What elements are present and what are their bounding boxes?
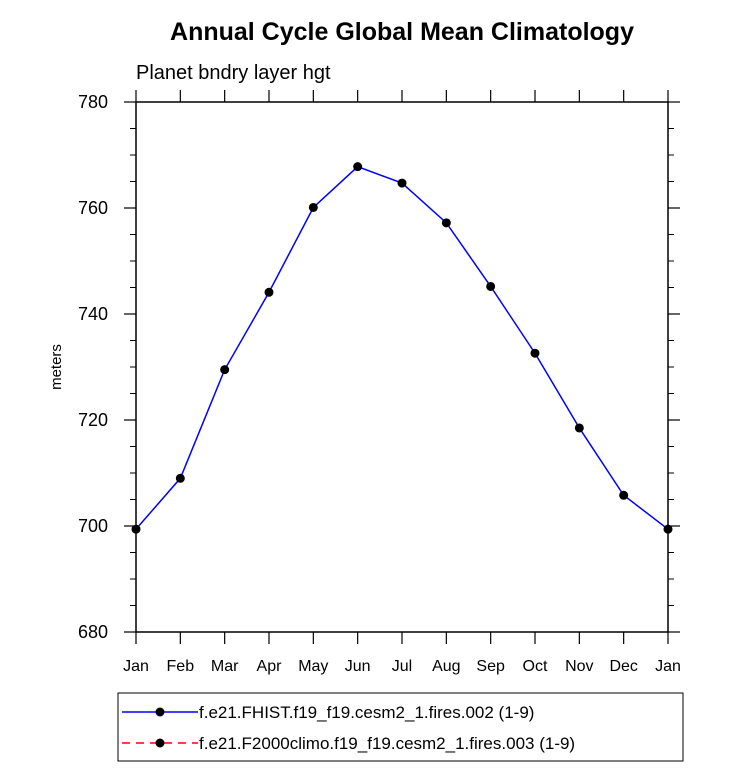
x-tick-label: Feb <box>167 658 195 675</box>
x-tick-label: Sep <box>476 658 505 675</box>
y-axis-title: meters <box>48 344 65 390</box>
data-point <box>397 178 407 188</box>
x-tick-label: Jan <box>655 658 681 675</box>
x-tick-label: Mar <box>211 658 239 675</box>
minor-ticks <box>130 128 674 606</box>
chart-subtitle: Planet bndry layer hgt <box>136 62 331 84</box>
x-tick-label: Apr <box>257 658 283 675</box>
data-point <box>264 287 274 297</box>
legend-label-0: f.e21.FHIST.f19_f19.cesm2_1.fires.002 (1… <box>199 703 534 722</box>
y-tick-labels: 680 700 720 740 760 780 <box>78 92 108 642</box>
x-tick-label: Jan <box>123 658 149 675</box>
data-point <box>175 473 185 483</box>
data-point <box>619 490 629 500</box>
series-layer <box>131 162 673 534</box>
y-tick-label: 780 <box>78 92 108 112</box>
x-tick-labels: Jan Feb Mar Apr May Jun Jul Aug Sep Oct Nov Dec Jan <box>123 658 681 675</box>
data-point <box>530 348 540 358</box>
data-point <box>486 281 496 291</box>
legend-items: f.e21.FHIST.f19_f19.cesm2_1.fires.002 (1… <box>122 703 575 753</box>
x-tick-label: Jul <box>392 658 412 675</box>
legend-box <box>117 692 684 762</box>
data-point <box>220 365 230 375</box>
y-tick-label: 720 <box>78 410 108 430</box>
data-point <box>353 162 363 172</box>
legend-label-1: f.e21.F2000climo.f19_f19.cesm2_1.fires.0… <box>199 734 575 753</box>
x-tick-label: Dec <box>609 658 637 675</box>
y-tick-label: 680 <box>78 622 108 642</box>
y-tick-label: 740 <box>78 304 108 324</box>
x-tick-label: Oct <box>523 658 548 675</box>
x-tick-label: Nov <box>565 658 593 675</box>
y-tick-label: 700 <box>78 516 108 536</box>
x-tick-label: Aug <box>432 658 460 675</box>
data-point <box>663 524 673 534</box>
data-point <box>441 218 451 228</box>
data-point <box>131 524 141 534</box>
x-tick-label: May <box>298 658 328 675</box>
legend: f.e21.FHIST.f19_f19.cesm2_1.fires.002 (1… <box>117 692 684 762</box>
legend-marker-1 <box>155 738 165 748</box>
data-point <box>574 423 584 433</box>
major-ticks <box>124 90 680 644</box>
y-tick-label: 760 <box>78 198 108 218</box>
chart-title: Annual Cycle Global Mean Climatology <box>170 18 634 46</box>
series-line-0 <box>135 165 669 530</box>
x-tick-label: Jun <box>345 658 371 675</box>
legend-marker-0 <box>155 707 165 717</box>
data-point <box>308 202 318 212</box>
